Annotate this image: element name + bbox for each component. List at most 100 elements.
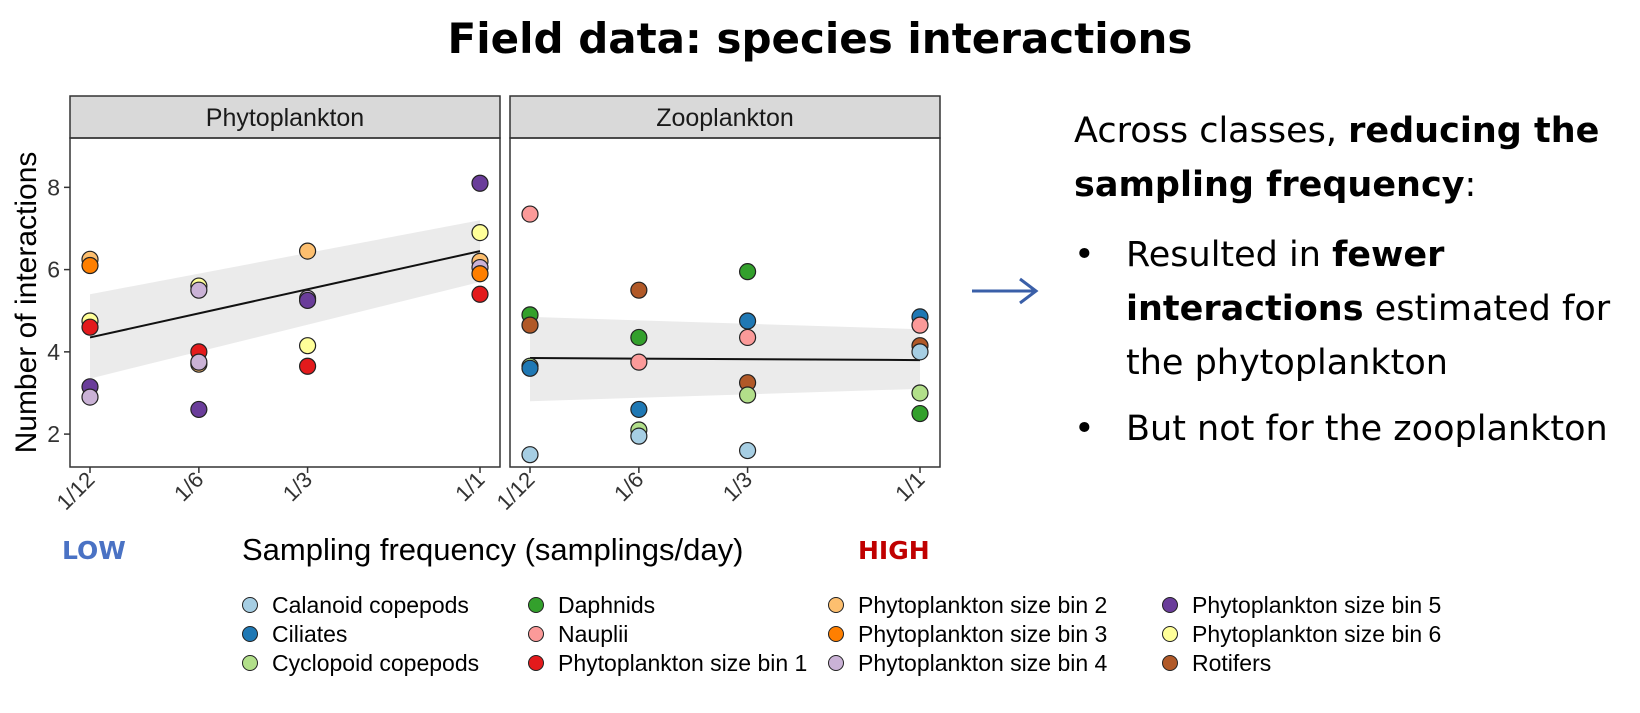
intro-suffix: : — [1464, 165, 1477, 205]
bullet-marker: • — [1074, 409, 1095, 449]
data-point — [298, 337, 317, 355]
legend-item: Cyclopoid copepods — [242, 650, 528, 676]
legend-label: Phytoplankton size bin 4 — [858, 649, 1108, 676]
legend-swatch — [1162, 626, 1178, 642]
legend-label: Cyclopoid copepods — [272, 649, 480, 676]
legend-swatch — [828, 655, 844, 671]
data-point — [630, 353, 648, 371]
y-tick-label: 6 — [47, 257, 60, 283]
bullet-1-suffix: estimated for the phytoplankton — [1126, 289, 1611, 383]
bullet-1-text: Resulted in fewer interactions estimated… — [1126, 228, 1634, 390]
legend-swatch — [1162, 655, 1178, 671]
legend-label: Phytoplankton size bin 2 — [858, 591, 1108, 618]
right-arrow-icon — [972, 277, 1039, 305]
legend-item: Phytoplankton size bin 6 — [1162, 621, 1462, 647]
data-point — [738, 441, 757, 460]
y-tick-label: 2 — [47, 421, 60, 447]
data-point — [471, 223, 489, 242]
summary-text: Across classes, reducing the sampling fr… — [1074, 104, 1634, 468]
x-tick-label: 1/6 — [609, 467, 648, 506]
facet-strip-label: Zooplankton — [656, 104, 794, 132]
legend-label: Calanoid copepods — [272, 591, 469, 618]
data-point — [81, 256, 99, 275]
legend-item: Daphnids — [528, 592, 828, 618]
data-point — [630, 427, 648, 445]
bullet-1-bold: fewer interactions — [1126, 235, 1445, 329]
bullet-1-prefix: Resulted in — [1126, 235, 1333, 275]
data-point — [738, 386, 757, 404]
summary-intro: Across classes, reducing the sampling fr… — [1074, 104, 1634, 212]
page-title: Field data: species interactions — [447, 14, 1193, 63]
x-tick-label: 1/1 — [450, 467, 489, 506]
data-point — [911, 316, 929, 334]
data-point — [630, 400, 648, 419]
legend-label: Phytoplankton size bin 1 — [558, 649, 808, 676]
data-point — [298, 242, 317, 260]
legend-label: Daphnids — [558, 591, 656, 618]
low-frequency-label: LOW — [62, 536, 126, 565]
panel-border — [509, 137, 941, 468]
legend-swatch — [242, 597, 258, 613]
legend-swatch — [242, 626, 258, 642]
data-point — [911, 384, 929, 402]
data-point — [298, 291, 317, 310]
legend-label: Rotifers — [1192, 649, 1272, 676]
data-point — [521, 446, 539, 464]
confidence-band — [90, 220, 480, 379]
data-point — [911, 343, 929, 361]
high-frequency-label: HIGH — [858, 536, 930, 565]
legend-item: Calanoid copepods — [242, 592, 528, 618]
legend-item: Phytoplankton size bin 4 — [828, 650, 1162, 676]
legend-label: Ciliates — [272, 620, 348, 647]
data-point — [911, 404, 929, 423]
data-point — [298, 357, 317, 375]
legend-swatch — [1162, 597, 1178, 613]
chart-legend: Calanoid copepods Ciliates Cyclopoid copep… — [242, 592, 1462, 676]
legend-swatch — [528, 626, 544, 642]
intro-prefix: Across classes, — [1074, 111, 1349, 151]
facet-strip-label: Phytoplankton — [206, 104, 364, 132]
legend-label: Phytoplankton size bin 3 — [858, 620, 1108, 647]
data-point — [630, 328, 648, 347]
data-point — [471, 265, 489, 283]
y-axis-title: Number of interactions — [10, 152, 43, 454]
data-point — [471, 285, 489, 303]
legend-label: Nauplii — [558, 620, 629, 647]
summary-bullet-1: • Resulted in fewer interactions estimat… — [1074, 228, 1634, 390]
legend-swatch — [528, 655, 544, 671]
legend-swatch — [528, 597, 544, 613]
data-point — [190, 400, 208, 419]
data-point — [81, 318, 99, 336]
legend-swatch — [828, 597, 844, 613]
data-point — [81, 388, 99, 406]
bullet-marker: • — [1074, 235, 1095, 275]
legend-item: Phytoplankton size bin 2 — [828, 592, 1162, 618]
faceted-scatter-chart: Number of interactions 2 4 6 8 Phytoplankton 1… — [10, 95, 941, 515]
facet-strip — [509, 95, 941, 139]
bullet-2-text: But not for the zooplankton — [1126, 409, 1608, 449]
legend-item: Phytoplankton size bin 1 — [528, 650, 828, 676]
y-tick-label: 8 — [47, 174, 60, 200]
legend-item: Rotifers — [1162, 650, 1462, 676]
panel-border — [69, 137, 501, 468]
legend-swatch — [242, 655, 258, 671]
data-point — [738, 312, 757, 330]
x-tick-label: 1/6 — [169, 467, 208, 506]
x-tick-label: 1/12 — [52, 467, 100, 515]
legend-item: Ciliates — [242, 621, 528, 647]
data-point — [521, 316, 539, 334]
legend-item: Phytoplankton size bin 3 — [828, 621, 1162, 647]
legend-item: Phytoplankton size bin 5 — [1162, 592, 1462, 618]
data-point — [630, 281, 648, 299]
summary-bullet-2: • But not for the zooplankton — [1074, 402, 1634, 456]
x-tick-label: 1/3 — [278, 467, 317, 506]
data-point — [738, 263, 757, 281]
y-tick-label: 4 — [47, 339, 60, 365]
data-point — [471, 174, 489, 192]
legend-label: Phytoplankton size bin 6 — [1192, 620, 1442, 647]
legend-swatch — [828, 626, 844, 642]
x-axis-title: Sampling frequency (samplings/day) — [242, 532, 744, 567]
x-tick-label: 1/12 — [492, 467, 540, 515]
data-point — [190, 281, 208, 299]
x-tick-label: 1/1 — [890, 467, 929, 506]
